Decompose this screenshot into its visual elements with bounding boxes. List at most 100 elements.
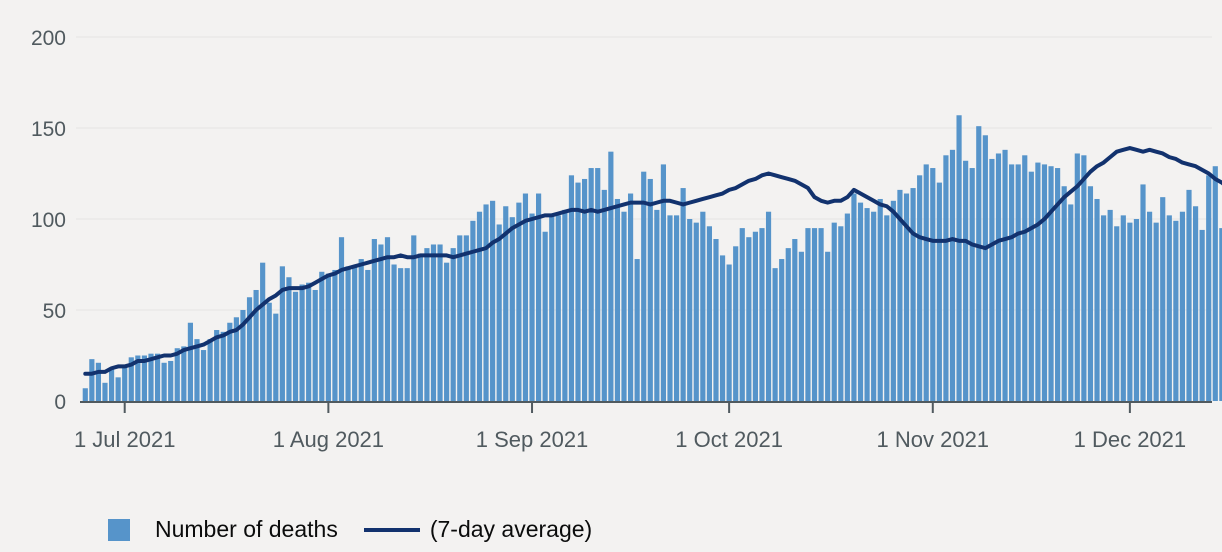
bar (384, 237, 391, 401)
y-tick-label: 50 (43, 300, 66, 323)
bar (529, 213, 535, 401)
bar (1094, 198, 1100, 401)
bar (995, 153, 1002, 401)
bar (989, 158, 995, 401)
bar (148, 353, 154, 401)
bar (700, 211, 706, 401)
bar (279, 266, 285, 401)
bar (450, 248, 456, 401)
bar (1133, 219, 1140, 401)
bar (430, 244, 437, 401)
bar (1173, 220, 1179, 401)
bar (516, 202, 522, 401)
bar (1160, 197, 1166, 401)
bar (844, 213, 850, 401)
bar (444, 262, 450, 401)
bar (536, 193, 542, 401)
bar (325, 273, 331, 401)
bar (82, 388, 88, 401)
bar (503, 206, 509, 401)
bar (220, 331, 226, 401)
x-tick-label: 1 Dec 2021 (1074, 427, 1187, 452)
bar (404, 268, 410, 401)
bar (936, 182, 942, 401)
bar (95, 362, 102, 401)
deaths-chart: 1 Jul 2021 1 Aug 2021 1 Sep 2021 1 Oct 2021… (31, 27, 1222, 452)
bar (903, 193, 910, 401)
y-tick-label: 200 (31, 27, 66, 50)
bar (115, 377, 121, 401)
bar (877, 198, 883, 401)
bar (345, 266, 351, 401)
bar (595, 168, 601, 401)
bar (476, 211, 483, 401)
legend-bar-swatch (108, 518, 130, 541)
bar (1199, 229, 1205, 401)
bar (292, 291, 299, 401)
bar (319, 271, 325, 401)
bar (200, 350, 207, 401)
bar (470, 220, 476, 401)
bar (641, 171, 647, 401)
bar (496, 224, 502, 401)
bar (884, 215, 890, 401)
bar (1002, 149, 1008, 401)
bar (627, 193, 634, 401)
bar (168, 360, 174, 401)
bar (825, 251, 831, 401)
bar (1061, 186, 1067, 401)
bar (1074, 153, 1080, 401)
bar (260, 262, 266, 401)
legend-bars-label: Number of deaths (155, 516, 338, 542)
bar (765, 211, 772, 401)
bar (1166, 215, 1172, 401)
bar (490, 200, 496, 401)
bar (214, 330, 220, 401)
bar (1028, 171, 1034, 401)
average-line-series (83, 146, 1222, 376)
bar (352, 266, 358, 401)
bar (135, 355, 141, 401)
y-axis-labels: 0 50 100 150 200 (31, 27, 66, 414)
bar (1101, 215, 1107, 401)
bar (1120, 215, 1126, 401)
bar (949, 149, 956, 401)
bar (923, 164, 929, 401)
bar (759, 228, 765, 401)
bar (108, 368, 115, 401)
bar (161, 362, 167, 401)
bar (1107, 209, 1113, 401)
bar (233, 317, 239, 401)
bar (772, 268, 778, 401)
bar (673, 215, 680, 401)
bar (1015, 164, 1021, 401)
y-tick-label: 0 (54, 391, 66, 414)
bar (457, 235, 463, 401)
bar (273, 313, 279, 401)
bar (910, 188, 916, 401)
bar (1022, 155, 1028, 401)
bar (706, 226, 712, 401)
bar (1140, 184, 1146, 401)
bar (575, 182, 581, 401)
bar (660, 164, 667, 401)
bar (1147, 211, 1153, 401)
bar (654, 209, 660, 401)
bar (608, 151, 614, 401)
legend: Number of deaths (7-day average) (108, 516, 592, 543)
bar (549, 215, 555, 401)
x-tick-label: 1 Jul 2021 (74, 427, 176, 452)
bar (667, 215, 673, 401)
bar (266, 302, 272, 401)
bar (614, 198, 621, 401)
bar (365, 269, 371, 401)
bar (1153, 222, 1159, 401)
x-tick-label: 1 Nov 2021 (877, 427, 990, 452)
bar (128, 357, 134, 401)
bar (746, 237, 752, 401)
bar (739, 228, 745, 401)
bar (798, 251, 804, 401)
bar (562, 209, 568, 401)
bar (588, 168, 594, 401)
bar (568, 175, 575, 401)
